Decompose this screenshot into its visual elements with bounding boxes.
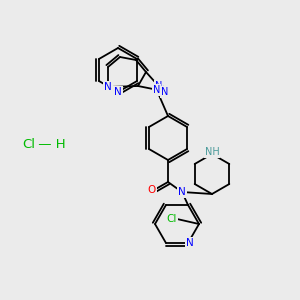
Text: N: N bbox=[186, 238, 194, 248]
Text: N: N bbox=[104, 82, 112, 92]
Text: — H: — H bbox=[34, 139, 66, 152]
Text: N: N bbox=[155, 81, 162, 91]
Text: N: N bbox=[153, 85, 160, 95]
Text: N: N bbox=[114, 87, 122, 97]
Text: N: N bbox=[178, 187, 186, 197]
Text: Cl: Cl bbox=[167, 214, 177, 224]
Text: N: N bbox=[161, 87, 168, 97]
Text: O: O bbox=[148, 185, 156, 195]
Text: Cl: Cl bbox=[22, 139, 35, 152]
Text: NH: NH bbox=[205, 147, 219, 157]
